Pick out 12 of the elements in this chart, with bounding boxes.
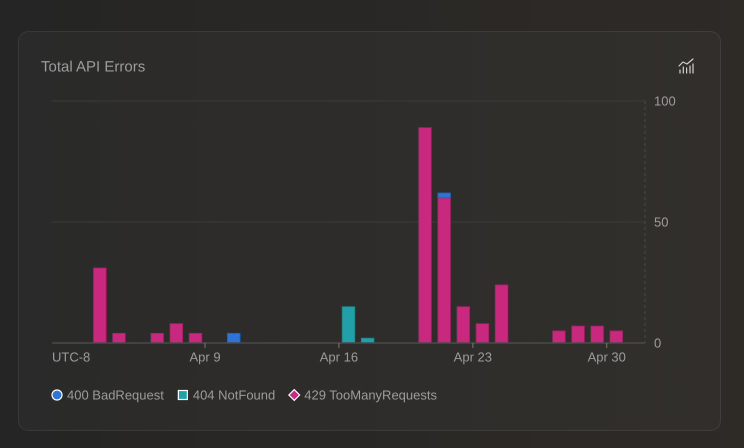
x-tick-label: Apr 30: [588, 350, 626, 365]
y-tick-label: 50: [654, 214, 668, 230]
legend-label: 429 TooManyRequests: [304, 388, 438, 403]
x-tick-label: Apr 16: [320, 350, 358, 365]
chart-title: Total API Errors: [41, 58, 146, 76]
y-tick-label: 0: [654, 336, 662, 351]
x-tick-label: Apr 23: [454, 350, 492, 365]
legend-label: 404 NotFound: [192, 388, 276, 403]
legend-label: 400 BadRequest: [67, 388, 164, 403]
x-axis-title: UTC-8: [52, 350, 90, 365]
x-tick-label: Apr 9: [189, 350, 221, 365]
y-tick-label: 100: [654, 94, 676, 109]
